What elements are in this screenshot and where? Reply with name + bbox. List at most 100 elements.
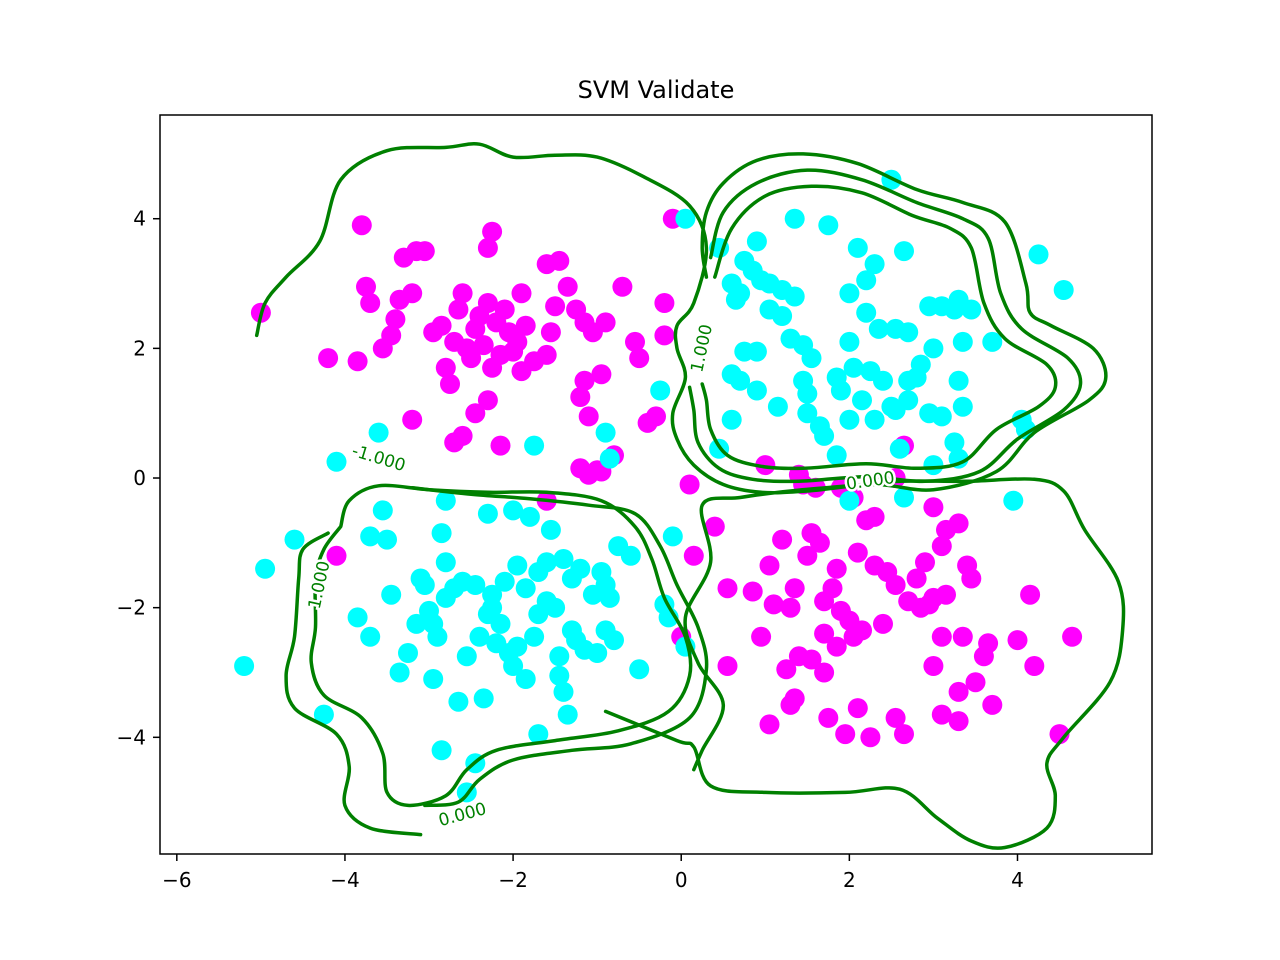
scatter-point — [822, 578, 843, 599]
scatter-point — [347, 607, 368, 628]
scatter-point — [507, 555, 528, 576]
x-tick-label: 4 — [1011, 868, 1024, 892]
scatter-point — [435, 490, 456, 511]
contour-label: -1.000 — [349, 441, 407, 476]
scatter-point — [553, 681, 574, 702]
scatter-point — [473, 335, 494, 356]
y-tick-label: 2 — [133, 336, 146, 360]
scatter-point — [961, 568, 982, 589]
scatter-point — [553, 549, 574, 569]
x-tick-label: −2 — [498, 868, 527, 892]
scatter-point — [961, 299, 982, 320]
scatter-point — [507, 331, 528, 352]
scatter-point — [515, 578, 536, 599]
scatter-point — [444, 432, 465, 453]
scatter-point — [1024, 656, 1045, 676]
scatter-point — [557, 704, 578, 725]
scatter-point — [894, 487, 914, 508]
scatter-point — [347, 351, 368, 372]
scatter-point — [503, 656, 524, 676]
scatter-point — [599, 448, 620, 469]
y-tick-label: 0 — [133, 466, 146, 490]
scatter-point — [477, 503, 498, 524]
scatter-point — [835, 724, 856, 745]
scatter-point — [385, 309, 406, 330]
scatter-point — [313, 704, 334, 725]
scatter-point — [864, 254, 885, 275]
scatter-point — [721, 409, 742, 430]
scatter-point — [772, 529, 793, 550]
scatter-point — [1003, 490, 1024, 511]
scatter-point — [431, 315, 452, 336]
scatter-point — [839, 409, 860, 430]
scatter-point — [360, 626, 381, 647]
scatter-point — [915, 552, 935, 573]
scatter-point — [923, 455, 944, 476]
scatter-point — [759, 299, 780, 320]
scatter-point — [898, 390, 919, 411]
scatter-point — [511, 283, 532, 304]
scatter-point — [494, 299, 515, 320]
scatter-point — [591, 562, 612, 582]
scatter-point — [826, 367, 847, 388]
scatter-point — [919, 594, 940, 615]
scatter-point — [452, 283, 473, 304]
scatter-point — [431, 740, 452, 761]
scatter-point — [587, 643, 608, 663]
scatter-point — [797, 383, 818, 404]
scatter-point — [839, 331, 860, 352]
scatter-point — [826, 636, 847, 657]
scatter-point — [574, 370, 595, 391]
scatter-point — [894, 241, 914, 262]
scatter-point — [780, 597, 801, 618]
scatter-point — [524, 626, 545, 647]
scatter-point — [490, 435, 511, 456]
scatter-point — [860, 361, 881, 382]
scatter-point — [629, 659, 650, 680]
scatter-point — [978, 633, 999, 654]
scatter-point — [381, 584, 402, 605]
scatter-point — [1053, 280, 1074, 300]
scatter-point — [826, 558, 847, 579]
contour-line — [309, 483, 693, 808]
scatter-point — [784, 208, 805, 229]
scatter-point — [326, 451, 347, 472]
scatter-point — [931, 536, 952, 557]
scatter-point — [1062, 626, 1083, 647]
scatter-point — [936, 519, 956, 540]
scatter-point — [742, 581, 763, 602]
scatter-point — [982, 331, 1003, 352]
chart-title: SVM Validate — [578, 76, 735, 104]
scatter-point — [784, 578, 805, 599]
scatter-point — [860, 727, 881, 748]
scatter-point — [847, 542, 868, 563]
scatter-point — [906, 568, 927, 589]
scatter-point — [524, 435, 545, 456]
scatter-point — [839, 490, 860, 511]
scatter-point — [776, 659, 797, 680]
scatter-point — [759, 555, 780, 576]
scatter-point — [431, 523, 452, 544]
scatter-point — [477, 237, 498, 258]
scatter-point — [318, 348, 339, 369]
scatter-point — [435, 552, 456, 573]
scatter-point — [885, 575, 906, 595]
axes-frame — [159, 114, 1153, 855]
scatter-point — [847, 237, 868, 258]
scatter-point — [952, 331, 973, 352]
scatter-point — [389, 662, 410, 683]
scatter-point — [570, 387, 591, 407]
scatter-point — [982, 694, 1003, 715]
scatter-point — [889, 438, 910, 459]
scatter-point — [608, 536, 629, 557]
x-tick-label: 0 — [675, 868, 688, 892]
scatter-point — [448, 691, 469, 712]
scatter-point — [885, 707, 906, 728]
scatter-point — [797, 403, 818, 424]
scatter-point — [818, 707, 839, 728]
scatter-point — [856, 302, 877, 323]
scatter-point — [519, 506, 540, 527]
scatter-series-1 — [234, 169, 1074, 803]
